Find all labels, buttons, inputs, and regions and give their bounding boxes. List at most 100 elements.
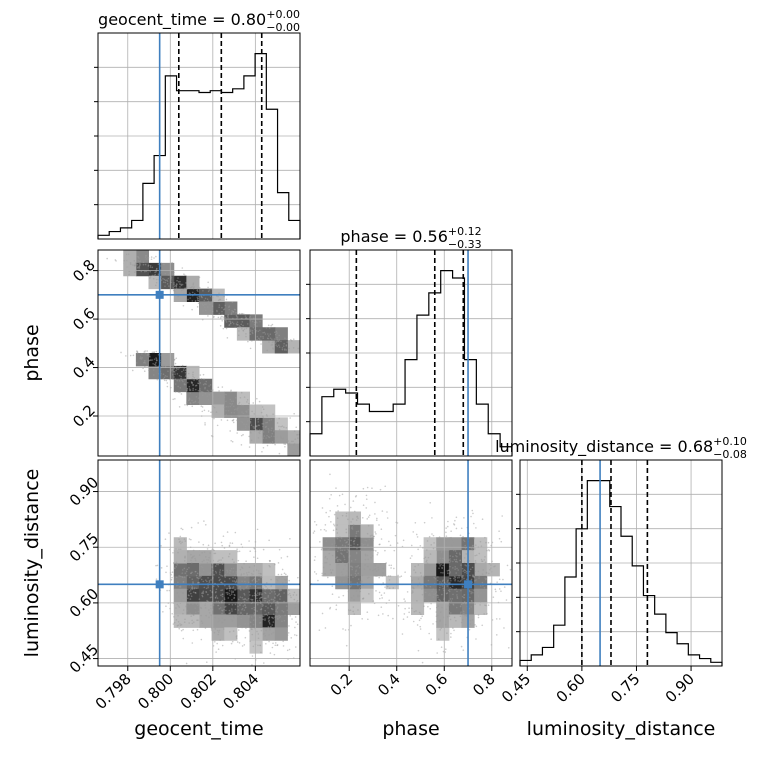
sample-point xyxy=(273,596,276,599)
sample-point xyxy=(273,613,275,616)
sample-point xyxy=(469,574,471,577)
sample-point xyxy=(246,323,249,325)
sample-point xyxy=(258,597,261,600)
sample-point xyxy=(258,572,260,575)
sample-point xyxy=(139,264,141,266)
x-tick-label-geocent_time: 0.800 xyxy=(134,670,177,713)
sample-point xyxy=(221,544,224,547)
sample-point xyxy=(290,637,293,639)
sample-point xyxy=(173,285,176,287)
sample-point xyxy=(184,618,186,621)
sample-point xyxy=(265,422,267,424)
density-bin xyxy=(236,391,250,405)
sample-point xyxy=(202,543,205,546)
sample-point xyxy=(338,558,340,561)
density-bin xyxy=(436,550,450,564)
sample-point xyxy=(452,560,454,563)
x-tick-label-geocent_time: 0.804 xyxy=(219,670,262,713)
sample-point xyxy=(424,591,427,594)
sample-point xyxy=(217,386,220,389)
sample-point xyxy=(214,552,217,555)
sample-point xyxy=(250,598,252,601)
sample-point xyxy=(269,652,272,654)
sample-point xyxy=(181,267,184,269)
sample-point xyxy=(260,594,263,596)
sample-point xyxy=(176,379,179,382)
sample-point xyxy=(355,566,357,568)
sample-point xyxy=(340,575,343,578)
sample-point xyxy=(191,300,194,302)
sample-point xyxy=(461,567,464,570)
sample-point xyxy=(272,600,275,603)
sample-point xyxy=(196,298,199,300)
sample-point xyxy=(509,568,512,571)
sample-point xyxy=(218,312,221,315)
sample-point xyxy=(262,662,265,664)
sample-point xyxy=(202,373,205,376)
sample-point xyxy=(160,364,163,367)
sample-point xyxy=(173,283,175,285)
sample-point xyxy=(202,391,204,394)
sample-point xyxy=(483,613,485,615)
sample-point xyxy=(446,585,449,587)
sample-point xyxy=(211,627,213,629)
sample-point xyxy=(260,411,263,414)
sample-point xyxy=(354,572,357,575)
sample-point xyxy=(272,340,274,343)
sample-point xyxy=(264,597,266,600)
sample-point xyxy=(175,607,177,609)
sample-point xyxy=(182,597,185,599)
sample-point xyxy=(215,411,218,413)
sample-point xyxy=(276,607,279,610)
sample-point xyxy=(285,426,288,429)
sample-point xyxy=(149,275,152,278)
sample-point xyxy=(485,541,487,544)
sample-point xyxy=(220,559,222,561)
sample-point xyxy=(191,642,194,644)
sample-point xyxy=(474,544,477,546)
sample-point xyxy=(190,557,193,559)
sample-point xyxy=(222,399,224,402)
sample-point xyxy=(248,402,250,405)
sample-point xyxy=(185,570,188,573)
sample-point xyxy=(239,325,242,328)
sample-point xyxy=(215,651,217,653)
sample-point xyxy=(218,306,220,309)
sample-point xyxy=(181,379,183,382)
sample-point xyxy=(438,562,441,565)
sample-point xyxy=(223,406,226,408)
sample-point xyxy=(281,582,284,584)
sample-point xyxy=(314,555,316,558)
sample-point xyxy=(357,609,359,611)
sample-point xyxy=(401,633,404,635)
sample-point xyxy=(120,351,122,354)
sample-point xyxy=(210,614,212,616)
sample-point xyxy=(219,324,222,327)
sample-point xyxy=(226,593,229,596)
sample-point xyxy=(411,579,414,582)
density-bin xyxy=(335,575,349,590)
sample-point xyxy=(351,566,354,569)
sample-point xyxy=(259,621,262,624)
sample-point xyxy=(475,638,477,640)
sample-point xyxy=(223,316,225,319)
sample-point xyxy=(243,609,246,611)
sample-point xyxy=(201,566,204,568)
sample-point xyxy=(257,330,260,333)
sample-point xyxy=(197,302,200,305)
sample-point xyxy=(221,609,224,612)
sample-point xyxy=(474,624,476,626)
sample-point xyxy=(249,347,252,350)
sample-point xyxy=(276,611,279,613)
sample-point xyxy=(170,276,173,279)
sample-point xyxy=(437,614,439,617)
sample-point xyxy=(428,565,431,567)
sample-point xyxy=(228,587,231,589)
sample-point xyxy=(267,594,270,597)
sample-point xyxy=(245,606,247,608)
sample-point xyxy=(393,567,395,570)
sample-point xyxy=(264,591,266,594)
sample-point xyxy=(410,544,413,547)
sample-point xyxy=(311,448,313,450)
x-tick-label-luminosity_distance: 0.90 xyxy=(662,670,698,706)
